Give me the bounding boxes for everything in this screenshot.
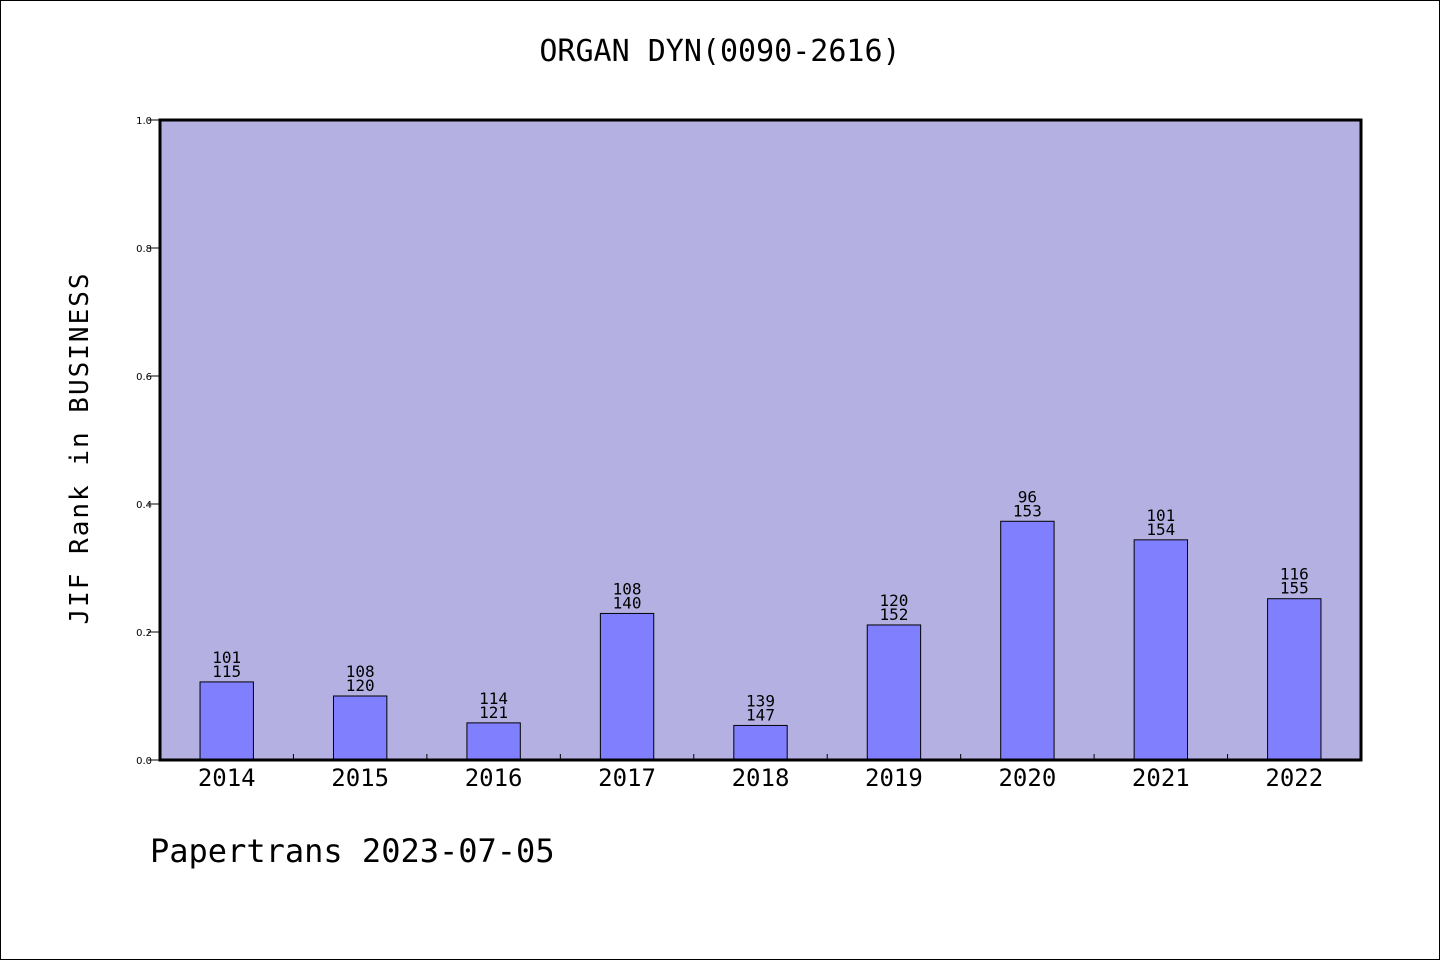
bar xyxy=(1000,520,1055,761)
bar-rank-label: 139 xyxy=(746,691,775,710)
bar-total-label: 121 xyxy=(479,703,508,722)
y-tick-label: 0.8 xyxy=(136,244,152,255)
bar-rank-label: 108 xyxy=(346,662,375,681)
bar-total-label: 152 xyxy=(879,605,908,624)
x-tick-label: 2019 xyxy=(865,764,923,792)
bar xyxy=(332,695,388,761)
bar-total-label: 120 xyxy=(346,676,375,695)
bars-group xyxy=(199,520,1322,761)
x-tick-label: 2016 xyxy=(465,764,523,792)
bar-rank-label: 96 xyxy=(1018,487,1037,506)
x-tick-label: 2017 xyxy=(598,764,656,792)
y-tick-label: 1.0 xyxy=(136,116,152,127)
x-tick-label: 2021 xyxy=(1132,764,1190,792)
x-tick-label: 2020 xyxy=(998,764,1056,792)
bar xyxy=(466,722,521,761)
y-tick-label: 0.0 xyxy=(136,756,152,767)
x-tick-label: 2022 xyxy=(1265,764,1323,792)
bar xyxy=(199,681,254,761)
bar-total-label: 154 xyxy=(1146,520,1175,539)
bar-total-label: 155 xyxy=(1280,579,1309,598)
bar-total-label: 115 xyxy=(212,662,241,681)
bar-total-label: 153 xyxy=(1013,501,1042,520)
y-axis: 0.0 0.2 0.4 0.6 0.8 1.0 xyxy=(136,116,160,767)
bar-rank-label: 101 xyxy=(212,648,241,667)
bar xyxy=(599,612,655,761)
footer-credit: Papertrans 2023-07-05 xyxy=(150,832,555,870)
plot-border xyxy=(158,118,1363,762)
x-tick-label: 2018 xyxy=(732,764,790,792)
bar-rank-label: 101 xyxy=(1146,506,1175,525)
bar xyxy=(1267,598,1322,761)
bar xyxy=(866,624,922,761)
bar-rank-label: 116 xyxy=(1280,565,1309,584)
bar-total-label: 147 xyxy=(746,705,775,724)
y-tick-label: 0.4 xyxy=(136,500,152,511)
x-axis: 2014 2015 2016 2017 2018 2019 2020 2021 2022 xyxy=(198,754,1323,792)
y-tick-label: 0.6 xyxy=(136,372,152,383)
bar-rank-label: 120 xyxy=(879,591,908,610)
bar xyxy=(1133,539,1189,761)
bar xyxy=(733,724,788,761)
chart-title: ORGAN DYN(0090-2616) xyxy=(539,34,901,69)
x-tick-label: 2014 xyxy=(198,764,256,792)
y-axis-label: JIF Rank in BUSINESS xyxy=(65,271,95,625)
bar-rank-label: 108 xyxy=(613,579,642,598)
y-tick-label: 0.2 xyxy=(136,628,152,639)
bar-rank-label: 114 xyxy=(479,689,508,708)
bar-total-label: 140 xyxy=(613,593,642,612)
x-tick-label: 2015 xyxy=(331,764,389,792)
